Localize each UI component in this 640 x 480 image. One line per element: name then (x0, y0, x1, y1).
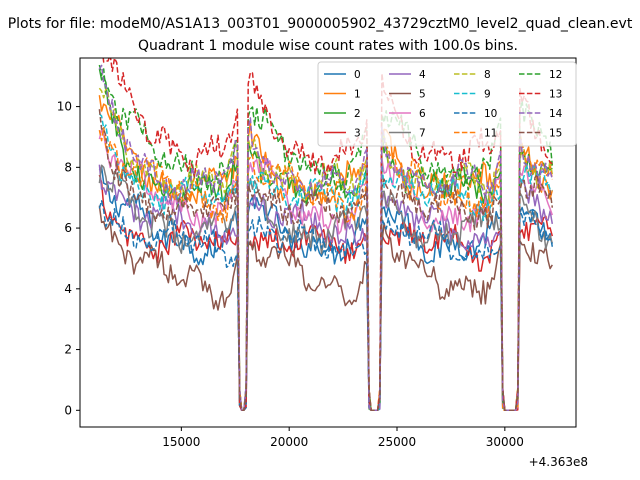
legend-label-13: 13 (549, 89, 562, 101)
legend-label-10: 10 (484, 108, 497, 120)
legend-label-7: 7 (419, 128, 426, 140)
legend-label-15: 15 (549, 128, 562, 140)
series-line-10 (98, 200, 553, 412)
legend-label-9: 9 (484, 89, 491, 101)
y-tick-label: 2 (64, 343, 72, 357)
y-tick-label: 10 (57, 100, 72, 114)
legend-label-12: 12 (549, 69, 562, 81)
x-tick-label: 20000 (270, 435, 308, 449)
x-tick-label: 25000 (378, 435, 416, 449)
legend-label-14: 14 (549, 108, 563, 120)
series-line-15 (98, 109, 554, 412)
series-line-7 (98, 164, 554, 412)
series-line-9 (98, 113, 553, 412)
legend-label-0: 0 (354, 69, 361, 81)
legend-label-5: 5 (419, 89, 426, 101)
y-tick-label: 4 (64, 282, 72, 296)
y-tick-label: 8 (64, 160, 72, 174)
axes-frame (79, 57, 577, 428)
series-line-5 (98, 205, 553, 412)
x-tick-label: 30000 (486, 435, 524, 449)
legend-label-3: 3 (354, 128, 361, 140)
y-tick-label: 0 (64, 403, 72, 417)
legend-label-2: 2 (354, 108, 361, 120)
legend-label-11: 11 (484, 128, 497, 140)
series-line-11 (98, 126, 554, 412)
plot-area (98, 58, 554, 412)
series-line-6 (98, 129, 554, 412)
legend-frame (317, 61, 577, 147)
x-tick-label: 15000 (162, 435, 200, 449)
y-axis: 0 2 4 6 8 10 (57, 100, 80, 417)
x-axis-offset-label: +4.363e8 (529, 455, 588, 469)
legend-label-6: 6 (419, 108, 426, 120)
y-tick-label: 6 (64, 221, 72, 235)
series-line-14 (98, 64, 554, 412)
x-axis: 15000 20000 25000 30000 (162, 427, 524, 449)
legend-label-8: 8 (484, 69, 491, 81)
chart-title: Quadrant 1 module wise count rates with … (138, 38, 518, 54)
legend-label-4: 4 (419, 69, 426, 81)
series-line-13 (102, 58, 553, 412)
legend-label-1: 1 (354, 89, 361, 101)
figure-suptitle: Plots for file: modeM0/AS1A13_003T01_900… (8, 16, 633, 32)
